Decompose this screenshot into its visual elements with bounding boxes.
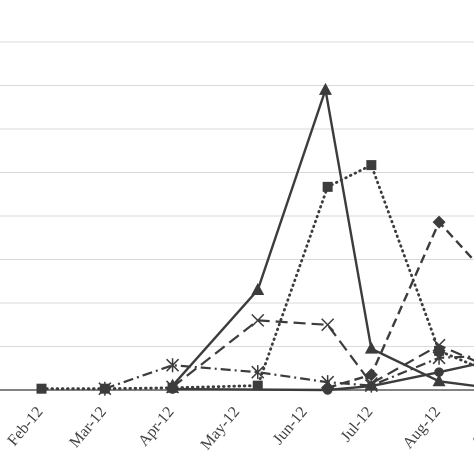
x-tick-labels: Feb-12 Mar-12 Apr-12 May-12 Jun-12 Jul-12 Aug-… (4, 404, 474, 454)
square-marker (322, 181, 333, 192)
series-line-2 (40, 163, 474, 391)
diamond-marker (432, 215, 446, 229)
triangle-marker (318, 82, 332, 95)
triangle-marker (432, 374, 446, 387)
asterisk-marker (166, 358, 180, 373)
series-6 (167, 363, 474, 395)
x-tick-label: Aug-12 (400, 404, 444, 452)
x-marker (251, 313, 265, 327)
x-tick-label: Jul-12 (338, 404, 377, 446)
square-marker (366, 160, 377, 171)
asterisk-marker (251, 365, 265, 380)
series-line-3 (327, 220, 474, 389)
circle-marker (167, 384, 178, 394)
circle-marker (434, 367, 444, 377)
x-marker (321, 318, 335, 332)
series-2 (36, 160, 474, 394)
triangle-marker (364, 341, 378, 354)
x-tick-label: Apr-12 (135, 404, 178, 450)
x-tick-label: Sep-12 (470, 404, 474, 450)
series-line-6 (172, 363, 474, 392)
circle-marker (366, 381, 377, 391)
circle-marker (322, 385, 333, 395)
asterisk-marker (432, 350, 446, 365)
series-line-1 (171, 88, 474, 387)
gridlines (0, 41, 474, 347)
square-marker (252, 380, 263, 391)
series-1 (166, 82, 474, 391)
series-group (36, 82, 474, 396)
x-marker (432, 338, 446, 352)
x-tick-label: Feb-12 (4, 404, 46, 450)
square-marker (36, 383, 47, 394)
x-tick-label: Mar-12 (66, 404, 110, 451)
series-line-4 (171, 319, 474, 388)
x-tick-label: Jun-12 (270, 404, 311, 448)
asterisk-marker (98, 381, 112, 396)
x-tick-label: May-12 (198, 404, 244, 454)
triangle-marker (251, 282, 265, 295)
